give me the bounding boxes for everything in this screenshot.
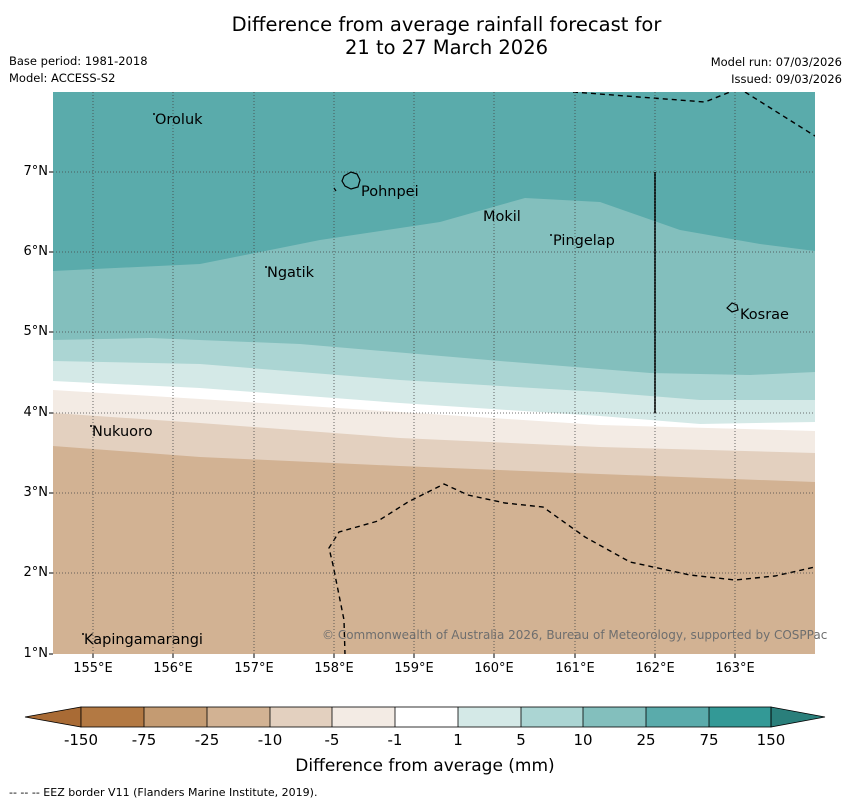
title-line-2: 21 to 27 March 2026 bbox=[344, 36, 549, 59]
colorbar-tick: -5 bbox=[324, 731, 340, 749]
colorbar-extend-high bbox=[770, 706, 826, 728]
place-oroluk: Oroluk bbox=[155, 112, 203, 128]
colorbar-tick: 25 bbox=[636, 731, 656, 749]
lon-label-158: 158°E bbox=[314, 661, 354, 676]
lat-label-2: 2°N bbox=[23, 565, 49, 580]
model-name: Model: ACCESS-S2 bbox=[9, 71, 116, 85]
rainfall-field bbox=[53, 92, 815, 654]
lon-label-157: 157°E bbox=[234, 661, 274, 676]
lat-label-1: 1°N bbox=[23, 646, 49, 661]
place-nukuoro: Nukuoro bbox=[92, 424, 153, 440]
eez-border-northeast bbox=[744, 92, 815, 137]
pohnpei-outline bbox=[341, 171, 361, 190]
model-run: Model run: 07/03/2026 bbox=[710, 55, 842, 69]
copyright-notice: © Commonwealth of Australia 2026, Bureau… bbox=[322, 628, 828, 642]
colorbar-tick: 75 bbox=[699, 731, 719, 749]
title-line-1: Difference from average rainfall forecas… bbox=[231, 13, 662, 36]
colorbar-cell-3 bbox=[207, 707, 270, 727]
meta-left: Base period: 1981-2018 Model: ACCESS-S2 bbox=[9, 53, 148, 87]
pingelap-mark bbox=[550, 234, 552, 236]
colorbar-cell-8 bbox=[521, 707, 583, 727]
colorbar-cell-11 bbox=[709, 707, 771, 727]
band-pos25-pos75 bbox=[53, 92, 815, 271]
map-gridlines bbox=[53, 92, 815, 654]
colorbar-cell-1 bbox=[81, 707, 144, 727]
issued-date: Issued: 09/03/2026 bbox=[731, 72, 842, 86]
place-pohnpei: Pohnpei bbox=[361, 184, 419, 200]
colorbar-tick: -150 bbox=[63, 731, 99, 749]
colorbar-frame bbox=[80, 706, 772, 728]
colorbar-cell-2 bbox=[144, 707, 207, 727]
colorbar-tick: 10 bbox=[573, 731, 593, 749]
lon-label-162: 162°E bbox=[635, 661, 675, 676]
lat-label-5: 5°N bbox=[23, 324, 49, 339]
ant-atoll-mark bbox=[333, 187, 337, 192]
lat-label-7: 7°N bbox=[23, 164, 49, 179]
lon-label-163: 163°E bbox=[715, 661, 755, 676]
lon-label-160: 160°E bbox=[474, 661, 514, 676]
kosrae-outline bbox=[726, 302, 739, 313]
base-period: Base period: 1981-2018 bbox=[9, 54, 148, 68]
colorbar-cell-10 bbox=[646, 707, 709, 727]
eez-border-north bbox=[572, 92, 732, 103]
colorbar-tick: -1 bbox=[387, 731, 403, 749]
place-kosrae: Kosrae bbox=[740, 307, 789, 323]
place-ngatik: Ngatik bbox=[267, 265, 315, 281]
colorbar bbox=[24, 706, 826, 728]
lon-label-156: 156°E bbox=[153, 661, 193, 676]
lat-label-6: 6°N bbox=[23, 244, 49, 259]
lon-label-159: 159°E bbox=[394, 661, 434, 676]
island-outlines bbox=[333, 171, 739, 313]
colorbar-tick: 5 bbox=[516, 731, 526, 749]
colorbar-tick: -75 bbox=[131, 731, 157, 749]
ngatik-mark bbox=[265, 266, 267, 268]
nukuoro-mark bbox=[90, 425, 92, 427]
place-pingelap: Pingelap bbox=[553, 233, 615, 249]
lat-label-4: 4°N bbox=[23, 405, 49, 420]
place-mokil: Mokil bbox=[483, 209, 521, 225]
place-kapingamarangi: Kapingamarangi bbox=[84, 632, 203, 648]
colorbar-cell-7 bbox=[458, 707, 521, 727]
colorbar-cell-6 bbox=[395, 707, 458, 727]
colorbar-tick: 150 bbox=[756, 731, 786, 749]
lat-label-3: 3°N bbox=[23, 485, 49, 500]
kapingamarangi-mark bbox=[82, 633, 84, 635]
colorbar-tick: -25 bbox=[194, 731, 220, 749]
colorbar-extend-low bbox=[24, 706, 82, 728]
colorbar-cell-9 bbox=[583, 707, 646, 727]
colorbar-title: Difference from average (mm) bbox=[295, 756, 555, 776]
eez-borders bbox=[328, 92, 815, 654]
axis-ticks bbox=[49, 171, 736, 658]
colorbar-tick: 1 bbox=[453, 731, 463, 749]
eez-footer-note: -- -- -- EEZ border V11 (Flanders Marine… bbox=[9, 786, 318, 799]
atoll-marks bbox=[82, 113, 552, 635]
colorbar-cell-4 bbox=[270, 707, 332, 727]
eez-border-south bbox=[328, 483, 815, 654]
oroluk-mark bbox=[153, 113, 155, 115]
lon-label-155: 155°E bbox=[73, 661, 113, 676]
colorbar-cell-5 bbox=[332, 707, 395, 727]
map-title: Difference from average rainfall forecas… bbox=[0, 13, 850, 59]
colorbar-tick: -10 bbox=[257, 731, 283, 749]
meta-right: Model run: 07/03/2026 Issued: 09/03/2026 bbox=[711, 54, 842, 88]
lon-label-161: 161°E bbox=[555, 661, 595, 676]
